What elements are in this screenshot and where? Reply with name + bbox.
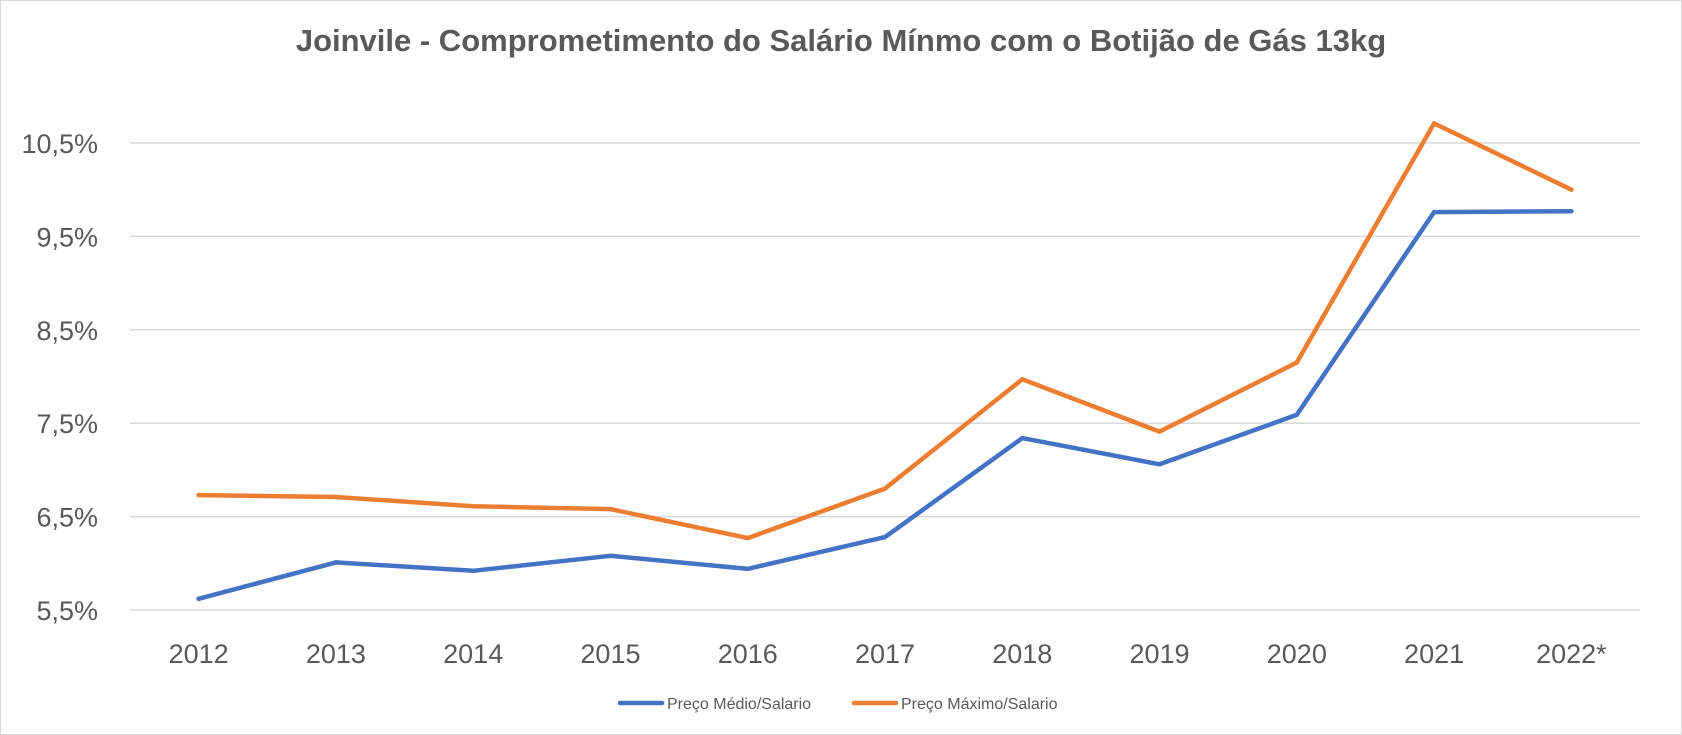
data-point [745,535,750,541]
data-point [196,492,201,498]
data-point [608,506,613,512]
data-point [1569,208,1574,214]
x-tick-label: 2015 [580,639,640,669]
data-point [1157,429,1162,434]
legend-label: Preço Médio/Salario [667,696,811,713]
data-point [1294,412,1300,417]
data-point [1020,435,1025,441]
legend-label: Preço Máximo/Salario [901,696,1058,713]
y-tick-label: 8,5% [36,316,98,346]
data-point [882,534,888,540]
y-tick-label: 9,5% [36,222,98,252]
data-point [882,486,888,491]
series-line-1 [196,208,1574,602]
data-point [470,568,476,573]
x-tick-label: 2020 [1267,639,1327,669]
y-tick-label: 10,5% [21,129,98,159]
data-point [608,553,613,559]
data-point [1431,209,1437,215]
x-tick-label: 2019 [1130,639,1190,669]
x-tick-label: 2013 [306,639,366,669]
y-tick-label: 6,5% [36,503,98,533]
data-point [1431,121,1437,126]
chart-title: Joinvile - Comprometimento do Salário Mí… [296,23,1386,58]
data-point [1020,377,1025,382]
data-point [1294,360,1300,365]
data-point [196,596,201,601]
data-point [333,560,339,565]
x-tick-label: 2016 [718,639,778,669]
data-point [333,494,339,500]
y-tick-label: 5,5% [36,596,98,626]
x-tick-label: 2012 [169,639,229,669]
x-tick-label: 2014 [443,639,503,669]
x-tick-label: 2021 [1404,639,1464,669]
data-point [1157,462,1162,467]
y-tick-label: 7,5% [36,409,98,439]
x-tick-label: 2022* [1536,639,1607,669]
x-tick-label: 2018 [992,639,1052,669]
data-point [745,566,750,572]
data-point [1569,187,1574,192]
series-line-2 [196,121,1574,541]
x-tick-label: 2017 [855,639,915,669]
data-point [470,504,476,509]
